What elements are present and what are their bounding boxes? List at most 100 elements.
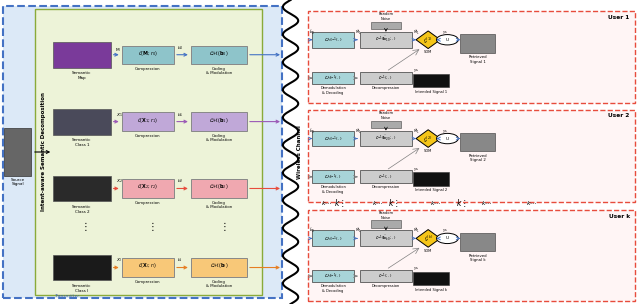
Text: $\hat{M}_1$: $\hat{M}_1$	[355, 28, 362, 37]
Text: Demodulation
& Decoding: Demodulation & Decoding	[320, 86, 346, 95]
Text: Random
Noise: Random Noise	[378, 111, 394, 120]
Text: $Y^{c_0}$: $Y^{c_0}$	[413, 67, 420, 75]
Text: M: M	[116, 48, 120, 52]
FancyBboxPatch shape	[360, 230, 412, 246]
Polygon shape	[416, 130, 440, 147]
FancyBboxPatch shape	[360, 72, 412, 85]
Text: $X_l$: $X_l$	[116, 257, 122, 264]
Polygon shape	[416, 31, 440, 49]
Text: $\hat{M}_1$: $\hat{M}_1$	[413, 28, 419, 37]
Text: Compression: Compression	[135, 280, 161, 284]
FancyBboxPatch shape	[35, 9, 262, 295]
Text: $\mathcal{G}^{(k)}$: $\mathcal{G}^{(k)}$	[424, 233, 433, 244]
FancyBboxPatch shape	[308, 11, 635, 103]
FancyBboxPatch shape	[122, 46, 174, 64]
Text: Transmitter: Transmitter	[54, 294, 79, 298]
Text: $\mathcal{CM}^{-1}(.)$: $\mathcal{CM}^{-1}(.)$	[324, 35, 342, 44]
FancyBboxPatch shape	[413, 172, 449, 186]
Text: U: U	[446, 136, 449, 140]
FancyBboxPatch shape	[191, 258, 247, 277]
FancyBboxPatch shape	[312, 32, 354, 48]
FancyBboxPatch shape	[191, 179, 247, 198]
Text: $\hat{M}_1$: $\hat{M}_1$	[355, 227, 362, 235]
Text: $\mathcal{C}^{-1}(;.)$: $\mathcal{C}^{-1}(;.)$	[378, 172, 394, 181]
Text: Demodulation
& Decoding: Demodulation & Decoding	[320, 284, 346, 293]
FancyBboxPatch shape	[312, 72, 354, 85]
Text: $\hat{M}_1$: $\hat{M}_1$	[355, 127, 362, 136]
Circle shape	[436, 133, 458, 144]
FancyBboxPatch shape	[4, 128, 31, 176]
Circle shape	[436, 35, 458, 45]
Text: $\mathcal{C}^{-1}(\hat{\mathbf{b}}_{20};.)$: $\mathcal{C}^{-1}(\hat{\mathbf{b}}_{20};…	[375, 134, 397, 143]
Text: $\vdots$: $\vdots$	[147, 220, 154, 233]
Text: $X_1$: $X_1$	[116, 111, 123, 119]
Text: Decompression: Decompression	[372, 284, 400, 288]
FancyBboxPatch shape	[191, 112, 247, 131]
FancyBboxPatch shape	[460, 133, 495, 151]
Text: User 2: User 2	[609, 113, 630, 118]
Text: $\mathcal{CM}^{-1}(.)$: $\mathcal{CM}^{-1}(.)$	[324, 234, 342, 243]
FancyBboxPatch shape	[360, 270, 412, 282]
Text: $k\cdots$: $k\cdots$	[372, 199, 383, 207]
Text: $\mathcal{G}^{(2)}$: $\mathcal{G}^{(2)}$	[424, 133, 433, 143]
Text: Retrieved
Signal k: Retrieved Signal k	[468, 254, 487, 262]
Text: Random
Noise: Random Noise	[378, 12, 394, 21]
FancyBboxPatch shape	[413, 74, 449, 87]
Text: Compression: Compression	[135, 67, 161, 71]
Text: $\mathcal{CM}(\mathbf{b}_l)$: $\mathcal{CM}(\mathbf{b}_l)$	[210, 261, 228, 271]
Circle shape	[436, 233, 458, 244]
Text: Retrieved
Signal 1: Retrieved Signal 1	[468, 55, 487, 64]
Text: $Y^{c_0}$: $Y^{c_0}$	[413, 265, 420, 273]
FancyBboxPatch shape	[460, 34, 495, 53]
FancyBboxPatch shape	[122, 258, 174, 277]
Text: $k\cdots$: $k\cdots$	[525, 199, 537, 207]
Text: $Y^{c_1}$: $Y^{c_1}$	[442, 228, 449, 235]
Text: Semantic
Class l: Semantic Class l	[72, 284, 92, 293]
Text: $\mathcal{C}(\mathbf{X}_l; r_l)$: $\mathcal{C}(\mathbf{X}_l; r_l)$	[138, 261, 157, 271]
Text: $b_2$: $b_2$	[177, 178, 183, 185]
Text: $b_0$: $b_0$	[177, 44, 183, 52]
Text: SDM: SDM	[424, 149, 432, 153]
Text: $b_l$: $b_l$	[177, 257, 182, 264]
Text: SDM: SDM	[424, 249, 432, 253]
Text: Compression: Compression	[135, 134, 161, 138]
Text: $\mathcal{CM}(\mathbf{b}_2)$: $\mathcal{CM}(\mathbf{b}_2)$	[209, 182, 228, 192]
Text: Random
Noise: Random Noise	[378, 211, 394, 219]
Text: User 1: User 1	[609, 15, 630, 19]
Text: $\mathcal{CM}^{-1}(.)$: $\mathcal{CM}^{-1}(.)$	[324, 272, 342, 281]
FancyBboxPatch shape	[371, 121, 401, 128]
FancyBboxPatch shape	[312, 171, 354, 183]
Text: Demodulation
& Decoding: Demodulation & Decoding	[320, 185, 346, 194]
Text: $\mathcal{C}(\mathbf{M}; r_0)$: $\mathcal{C}(\mathbf{M}; r_0)$	[138, 49, 158, 58]
FancyBboxPatch shape	[413, 271, 449, 285]
Text: $k\cdots$: $k\cdots$	[321, 199, 332, 207]
Text: Semantic
Class 2: Semantic Class 2	[72, 205, 92, 214]
Text: U: U	[446, 237, 449, 240]
Text: Source
Signal: Source Signal	[11, 178, 25, 186]
Text: $\hat{M}_1$: $\hat{M}_1$	[413, 127, 419, 136]
FancyBboxPatch shape	[122, 179, 174, 198]
Text: $k \vdots$: $k \vdots$	[456, 197, 466, 209]
Text: $Y^{c_0}$: $Y^{c_0}$	[413, 166, 420, 174]
FancyBboxPatch shape	[3, 6, 282, 298]
Text: User k: User k	[609, 214, 630, 219]
Polygon shape	[416, 230, 440, 247]
Text: $b_1$: $b_1$	[177, 111, 183, 119]
FancyBboxPatch shape	[360, 171, 412, 183]
Text: Compression: Compression	[135, 201, 161, 205]
Text: $\mathcal{CM}(\mathbf{b}_0)$: $\mathcal{CM}(\mathbf{b}_0)$	[209, 49, 228, 58]
Text: Semantic
Map: Semantic Map	[72, 71, 92, 80]
Text: $k\cdots$: $k\cdots$	[429, 199, 441, 207]
Text: $\mathcal{CM}^{-1}(.)$: $\mathcal{CM}^{-1}(.)$	[324, 74, 342, 82]
Text: $\mathcal{CM}^{-1}(.)$: $\mathcal{CM}^{-1}(.)$	[324, 134, 342, 143]
Text: $\mathcal{G}^{(1)}$: $\mathcal{G}^{(1)}$	[424, 35, 433, 45]
Text: Decompression: Decompression	[372, 185, 400, 189]
FancyBboxPatch shape	[312, 230, 354, 246]
Text: Decompression: Decompression	[372, 86, 400, 90]
FancyBboxPatch shape	[191, 46, 247, 64]
Text: Coding
& Modulation: Coding & Modulation	[205, 201, 232, 209]
FancyBboxPatch shape	[360, 32, 412, 48]
Text: Intended Signal 2: Intended Signal 2	[415, 188, 447, 192]
Text: $\hat{b}_{0}$: $\hat{b}_{0}$	[309, 227, 315, 235]
Text: $\mathcal{C}^{-1}(\hat{\mathbf{b}}_{10};.)$: $\mathcal{C}^{-1}(\hat{\mathbf{b}}_{10};…	[375, 35, 397, 44]
